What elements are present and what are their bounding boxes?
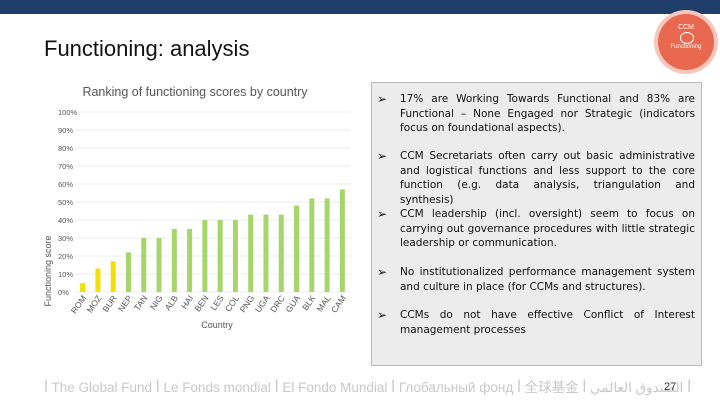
top-banner [0,0,720,14]
x-tick-label: CAM [329,293,348,314]
chart-title: Ranking of functioning scores by country [82,85,308,99]
bar-mal [324,198,330,292]
y-tick-label: 40% [58,216,73,225]
bar-nig [156,238,162,292]
y-tick-label: 50% [58,198,73,207]
bar-alb [171,229,177,292]
x-tick-label: PNG [238,293,257,314]
bar-drc [278,214,284,292]
arrow-bullet-icon: ➢ [377,207,388,221]
y-tick-label: 10% [58,270,73,279]
bar-hai [187,229,193,292]
bar-nep [125,252,131,292]
finding-4-text: No institutionalized performance managem… [400,266,695,293]
bar-col [232,220,238,292]
y-tick-label: 100% [58,108,78,117]
page-title: Functioning: analysis [44,36,250,61]
x-tick-label: DRC [268,293,287,314]
x-tick-label: BEN [192,293,210,313]
bar-les [217,220,223,292]
x-tick-label: ROM [69,293,89,315]
page-number: 27 [664,381,677,393]
finding-5-text: CCMs do not have effective Conflict of I… [400,309,695,336]
logo-line-1: CCM [678,24,694,31]
x-tick-label: NEP [116,293,134,313]
bar-gua [294,205,300,292]
finding-3-text: CCM leadership (incl. oversight) seem to… [400,208,695,249]
functioning-bar-chart: Ranking of functioning scores by country… [43,85,350,330]
y-tick-label: 20% [58,252,73,261]
bar-blk [309,198,315,292]
logo-emblem-icon [680,32,694,44]
finding-2-text: CCM Secretariats often carry out basic a… [400,150,695,206]
bar-tan [141,238,147,292]
global-fund-footer: ꟾ The Global Fund ꟾ Le Fonds mondial ꟾ E… [44,380,692,395]
chart-y-axis-label: Functioning score [43,235,53,306]
x-tick-label: LES [208,293,226,312]
x-tick-label: UGA [253,293,272,314]
x-tick-label: COL [223,293,241,313]
ccm-functioning-logo: CCM Functioning [658,14,714,70]
y-tick-label: 90% [58,126,73,135]
bar-png [248,214,254,292]
x-tick-label: BUR [100,293,118,313]
y-tick-label: 0% [58,288,69,297]
x-tick-label: MOZ [85,293,104,314]
arrow-bullet-icon: ➢ [377,92,388,106]
bar-bur [110,261,116,292]
finding-1-text: 17% are Working Towards Functional and 8… [400,93,695,134]
x-tick-label: BLK [300,293,318,312]
bar-ben [202,220,208,292]
y-tick-label: 60% [58,180,73,189]
arrow-bullet-icon: ➢ [377,308,388,322]
chart-x-axis-label: Country [201,320,233,330]
key-findings-panel: ➢ 17% are Working Towards Functional and… [371,82,702,366]
bar-rom [80,283,86,292]
bar-moz [95,268,101,292]
bar-cam [339,189,345,292]
y-tick-label: 70% [58,162,73,171]
arrow-bullet-icon: ➢ [377,149,388,163]
y-tick-label: 80% [58,144,73,153]
x-tick-label: NIG [148,293,165,311]
x-tick-label: ALB [163,293,181,312]
bar-uga [263,214,269,292]
arrow-bullet-icon: ➢ [377,265,388,279]
logo-line-2: Functioning [670,44,702,50]
y-tick-label: 30% [58,234,73,243]
x-tick-label: TAN [132,293,150,312]
x-tick-label: GUA [283,293,302,314]
